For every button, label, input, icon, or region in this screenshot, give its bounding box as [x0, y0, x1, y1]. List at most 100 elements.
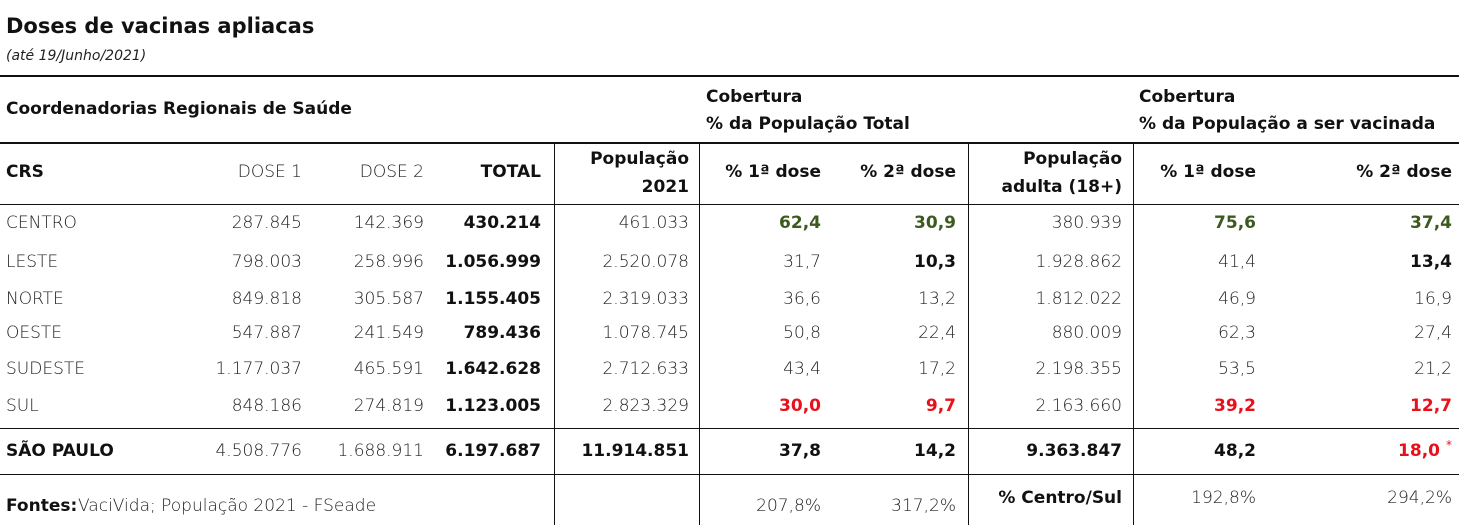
divider — [0, 75, 1459, 77]
total-target-pct-dose2: 18,0 — [1398, 441, 1440, 461]
row-pct-dose2: 13,2 — [918, 289, 956, 309]
divider — [554, 143, 555, 525]
divider — [0, 204, 1459, 205]
row-dose2: 241.549 — [353, 323, 424, 343]
ratio-pct-dose1: 207,8% — [756, 496, 821, 516]
row-adult-population: 880.009 — [1051, 323, 1122, 343]
row-dose2: 305.587 — [353, 289, 424, 309]
total-pop: 11.914.851 — [581, 441, 689, 461]
row-adult-population: 2.198.355 — [1035, 359, 1122, 379]
total-popa: 9.363.847 — [1026, 441, 1122, 461]
sources-label: Fontes: — [6, 496, 78, 516]
ratio-label: % Centro/Sul — [998, 488, 1122, 508]
row-pct-dose2: 17,2 — [918, 359, 956, 379]
row-target-pct-dose2: 13,4 — [1410, 252, 1452, 272]
divider — [699, 143, 700, 525]
row-population: 2.712.633 — [602, 359, 689, 379]
total-total: 6.197.687 — [445, 441, 541, 461]
row-pct-dose1: 31,7 — [783, 252, 821, 272]
divider — [968, 143, 969, 525]
row-target-pct-dose2: 16,9 — [1414, 289, 1452, 309]
row-pct-dose1: 30,0 — [779, 396, 821, 416]
divider — [1133, 143, 1134, 525]
row-adult-population: 1.812.022 — [1035, 289, 1122, 309]
row-crs: SUL — [6, 396, 39, 416]
group-header: Coordenadorias Regionais de Saúde — [6, 99, 352, 119]
row-dose1: 547.887 — [231, 323, 302, 343]
coverage-target-subheader: % da População a ser vacinada — [1139, 114, 1436, 134]
row-pct-dose2: 22,4 — [918, 323, 956, 343]
header-pct-dose2: % 2ª dose — [860, 162, 956, 182]
header-target-pct-dose2: % 2ª dose — [1356, 162, 1452, 182]
row-target-pct-dose1: 53,5 — [1218, 359, 1256, 379]
row-crs: CENTRO — [6, 213, 77, 233]
row-dose2: 142.369 — [353, 213, 424, 233]
total-dose2: 1.688.911 — [337, 441, 424, 461]
total-p2: 14,2 — [914, 441, 956, 461]
page-title: Doses de vacinas apliacas — [6, 14, 315, 38]
row-pct-dose2: 10,3 — [914, 252, 956, 272]
header-dose1: DOSE 1 — [237, 162, 302, 182]
header-dose2: DOSE 2 — [359, 162, 424, 182]
row-pct-dose1: 62,4 — [779, 213, 821, 233]
row-dose2: 258.996 — [353, 252, 424, 272]
row-target-pct-dose1: 41,4 — [1218, 252, 1256, 272]
divider — [0, 428, 1459, 429]
row-dose2: 274.819 — [353, 396, 424, 416]
row-target-pct-dose2: 27,4 — [1414, 323, 1452, 343]
divider — [0, 474, 1459, 475]
total-p1: 37,8 — [779, 441, 821, 461]
row-pct-dose2: 9,7 — [925, 396, 956, 416]
coverage-total-subheader: % da População Total — [706, 114, 910, 134]
row-dose2: 465.591 — [353, 359, 424, 379]
row-population: 2.319.033 — [602, 289, 689, 309]
divider — [0, 142, 1459, 144]
header-population-year: 2021 — [641, 177, 689, 197]
row-pct-dose2: 30,9 — [914, 213, 956, 233]
row-total: 430.214 — [463, 213, 541, 233]
row-adult-population: 1.928.862 — [1035, 252, 1122, 272]
row-pct-dose1: 43,4 — [783, 359, 821, 379]
row-total: 1.155.405 — [445, 289, 541, 309]
row-target-pct-dose1: 62,3 — [1218, 323, 1256, 343]
ratio-target-pct-dose2: 294,2% — [1387, 488, 1452, 508]
total-crs: SÃO PAULO — [6, 441, 114, 461]
row-target-pct-dose2: 21,2 — [1414, 359, 1452, 379]
header-crs: CRS — [6, 162, 44, 182]
row-crs: NORTE — [6, 289, 64, 309]
row-total: 1.642.628 — [445, 359, 541, 379]
footnote-mark: * — [1446, 438, 1452, 452]
header-population: População — [590, 149, 689, 169]
row-dose1: 849.818 — [231, 289, 302, 309]
row-crs: OESTE — [6, 323, 63, 343]
row-pct-dose1: 36,6 — [783, 289, 821, 309]
row-dose1: 287.845 — [231, 213, 302, 233]
sources-text: VaciVida; População 2021 - FSeade — [78, 496, 377, 516]
subtitle: (até 19/Junho/2021) — [6, 48, 147, 64]
row-target-pct-dose2: 12,7 — [1410, 396, 1452, 416]
coverage-total-header: Cobertura — [706, 87, 803, 107]
row-target-pct-dose1: 39,2 — [1214, 396, 1256, 416]
row-total: 1.123.005 — [445, 396, 541, 416]
row-dose1: 1.177.037 — [215, 359, 302, 379]
ratio-pct-dose2: 317,2% — [891, 496, 956, 516]
row-population: 2.520.078 — [602, 252, 689, 272]
ratio-target-pct-dose1: 192,8% — [1191, 488, 1256, 508]
total-q1: 48,2 — [1214, 441, 1256, 461]
row-crs: SUDESTE — [6, 359, 85, 379]
header-adult-population: População — [1023, 149, 1122, 169]
row-population: 1.078.745 — [602, 323, 689, 343]
row-dose1: 848.186 — [231, 396, 302, 416]
row-crs: LESTE — [6, 252, 59, 272]
row-total: 789.436 — [463, 323, 541, 343]
row-adult-population: 2.163.660 — [1035, 396, 1122, 416]
row-pct-dose1: 50,8 — [783, 323, 821, 343]
header-pct-dose1: % 1ª dose — [725, 162, 821, 182]
row-adult-population: 380.939 — [1051, 213, 1122, 233]
header-adult-population-sub: adulta (18+) — [1001, 177, 1122, 197]
row-target-pct-dose1: 75,6 — [1214, 213, 1256, 233]
coverage-target-header: Cobertura — [1139, 87, 1236, 107]
row-target-pct-dose1: 46,9 — [1218, 289, 1256, 309]
row-population: 2.823.329 — [602, 396, 689, 416]
